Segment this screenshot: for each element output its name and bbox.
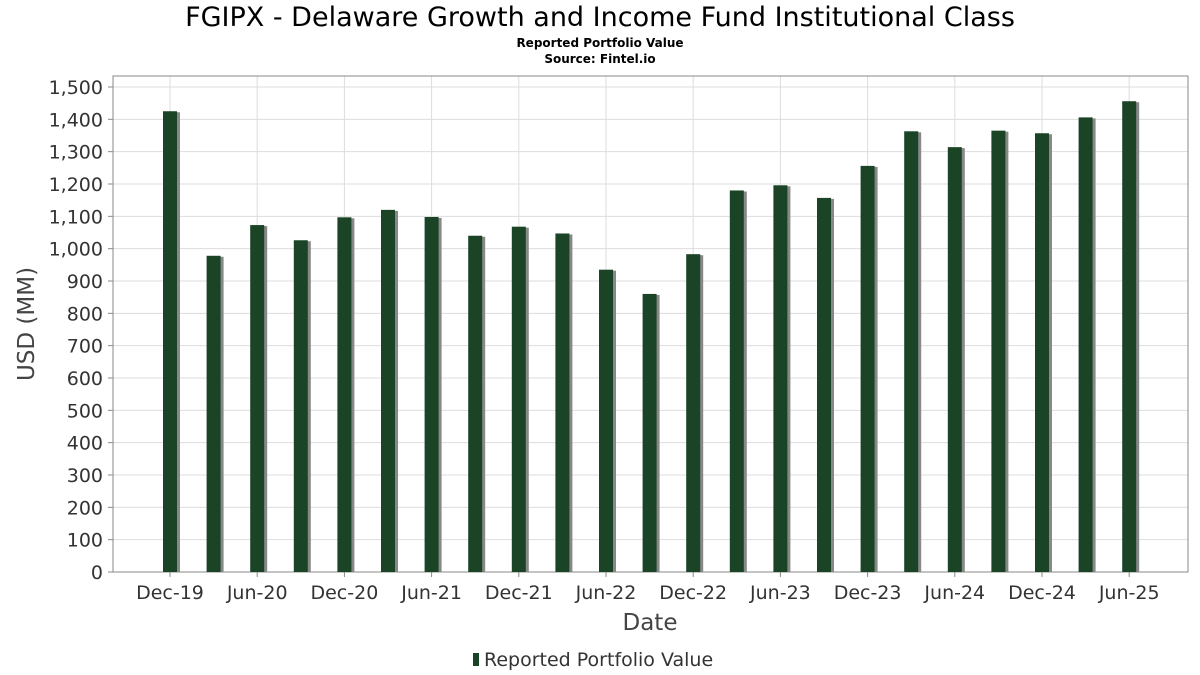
x-tick-label: Jun-23 (749, 582, 811, 604)
y-tick-label: 1,100 (49, 206, 103, 228)
bar (163, 111, 177, 572)
bar (773, 185, 788, 572)
x-tick-label: Dec-24 (1008, 582, 1076, 604)
y-tick-label: 0 (91, 562, 103, 584)
y-tick-label: 900 (67, 271, 103, 293)
bar (947, 147, 962, 572)
chart-title: FGIPX - Delaware Growth and Income Fund … (185, 2, 1015, 33)
x-tick-label: Dec-23 (834, 582, 902, 604)
bars (163, 101, 1140, 573)
y-tick-label: 600 (67, 368, 103, 390)
bar (1035, 133, 1049, 572)
x-tick-label: Jun-25 (1098, 582, 1160, 604)
y-tick-label: 200 (67, 497, 103, 519)
chart-subtitle: Reported Portfolio Value (516, 36, 683, 50)
axes: 0 100 200 300 400 500 600 700 800 900 1,000 1,100 1,… (49, 77, 1160, 604)
y-axis-title: USD (MM) (14, 267, 40, 381)
bar (1078, 117, 1093, 572)
y-tick-label: 1,300 (49, 142, 103, 164)
bar (642, 293, 657, 572)
y-tick-label: 500 (67, 400, 103, 422)
bar (904, 131, 919, 572)
bar (599, 269, 613, 572)
bar (381, 209, 395, 572)
x-tick-label: Jun-21 (400, 582, 462, 604)
y-tick-label: 1,000 (49, 239, 103, 261)
bar (817, 197, 831, 573)
chart-source: Source: Fintel.io (544, 52, 655, 66)
y-tick-label: 100 (67, 530, 103, 552)
x-tick-label: Dec-19 (136, 582, 204, 604)
bar (293, 240, 308, 572)
bar (511, 226, 526, 572)
x-tick-label: Jun-24 (923, 582, 985, 604)
legend: Reported Portfolio Value (473, 649, 713, 671)
x-tick-label: Dec-20 (310, 582, 378, 604)
bar (729, 190, 744, 572)
y-tick-label: 800 (67, 303, 103, 325)
legend-swatch (473, 653, 479, 666)
bar (860, 165, 875, 573)
y-tick-label: 700 (67, 336, 103, 358)
x-tick-label: Jun-20 (226, 582, 288, 604)
bar (206, 255, 221, 572)
x-tick-label: Dec-21 (485, 582, 553, 604)
y-tick-label: 400 (67, 433, 103, 455)
bar (991, 130, 1006, 572)
bar (1122, 101, 1137, 572)
bar (686, 254, 701, 572)
bar (424, 216, 439, 573)
y-tick-label: 1,200 (49, 174, 103, 196)
bar (555, 233, 570, 572)
bar (250, 225, 265, 572)
x-axis-title: Date (623, 610, 678, 636)
legend-label: Reported Portfolio Value (484, 649, 713, 671)
y-tick-label: 1,500 (49, 77, 103, 99)
bar (468, 235, 483, 572)
bar (337, 217, 352, 572)
x-tick-label: Jun-22 (575, 582, 637, 604)
y-tick-label: 300 (67, 465, 103, 487)
y-tick-label: 1,400 (49, 109, 103, 131)
x-tick-label: Dec-22 (659, 582, 727, 604)
